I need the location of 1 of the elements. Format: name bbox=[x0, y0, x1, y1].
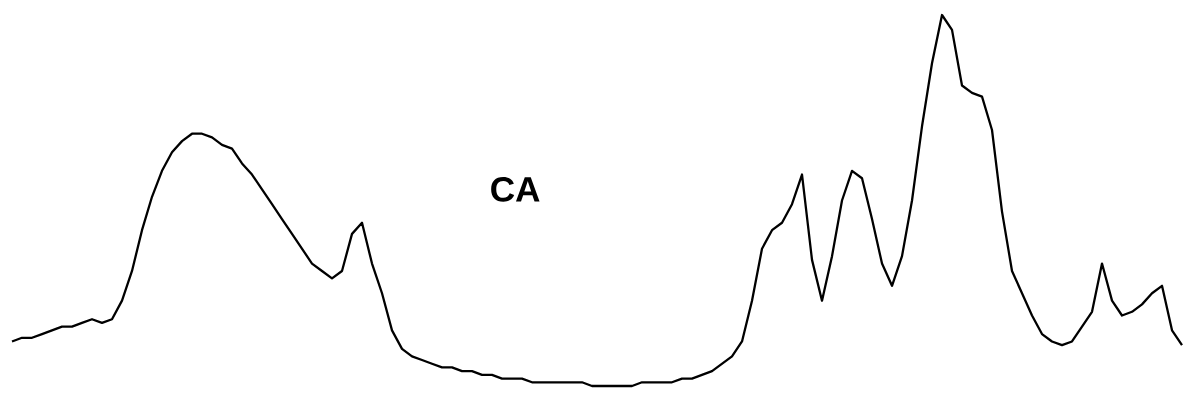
annotation: CA bbox=[491, 176, 540, 202]
